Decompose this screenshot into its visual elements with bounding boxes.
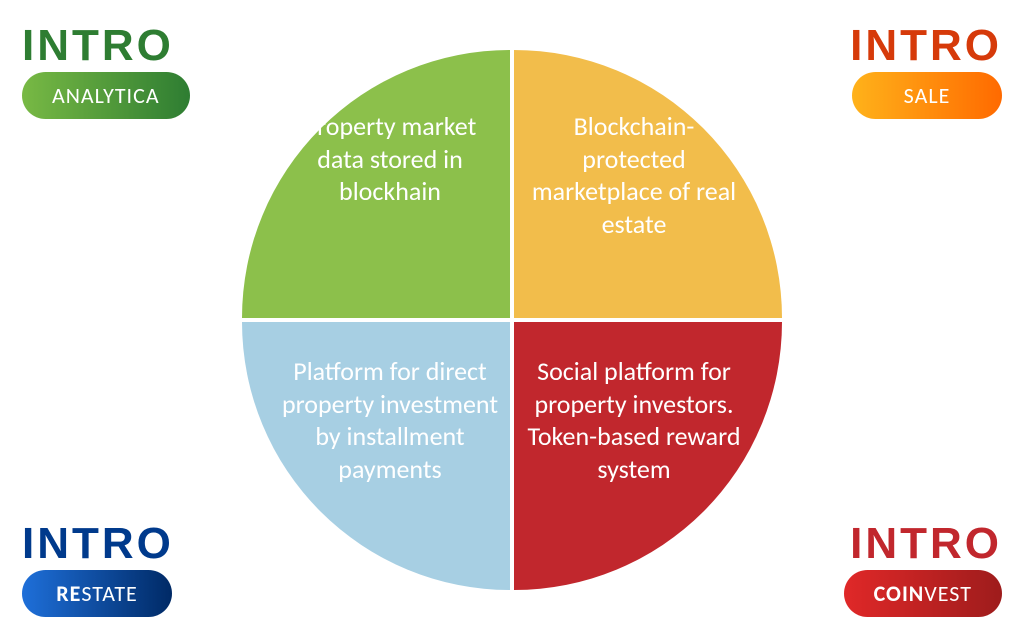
pill-accent: COIN (874, 580, 925, 607)
pill-label: STATE (81, 580, 137, 607)
pill-sale: SALE (852, 72, 1002, 119)
pill-label: VEST (924, 580, 972, 607)
pill-label: ANALYTICA (52, 82, 160, 109)
pill-restate: RESTATE (22, 570, 172, 617)
quadrant-text-coinvest: Social platform for property investors. … (524, 355, 744, 485)
logo-block-coinvest: INTRO COINVEST (782, 522, 1002, 617)
brand-word: INTRO (22, 24, 242, 68)
pill-analytica: ANALYTICA (22, 72, 190, 119)
pill-label: SALE (904, 82, 951, 109)
quadrant-text-sale: Blockchain-protected marketplace of real… (524, 110, 744, 240)
brand-word: INTRO (22, 522, 242, 566)
logo-block-restate: INTRO RESTATE (22, 522, 242, 617)
brand-word: INTRO (782, 522, 1002, 566)
pill-accent: RE (56, 580, 81, 607)
quadrant-text-analytica: Property market data stored in blockhain (280, 110, 500, 208)
logo-block-analytica: INTRO ANALYTICA (22, 24, 242, 119)
brand-word: INTRO (782, 24, 1002, 68)
quadrant-text-restate: Platform for direct property investment … (280, 355, 500, 485)
pill-coinvest: COINVEST (844, 570, 1002, 617)
logo-block-sale: INTRO SALE (782, 24, 1002, 119)
